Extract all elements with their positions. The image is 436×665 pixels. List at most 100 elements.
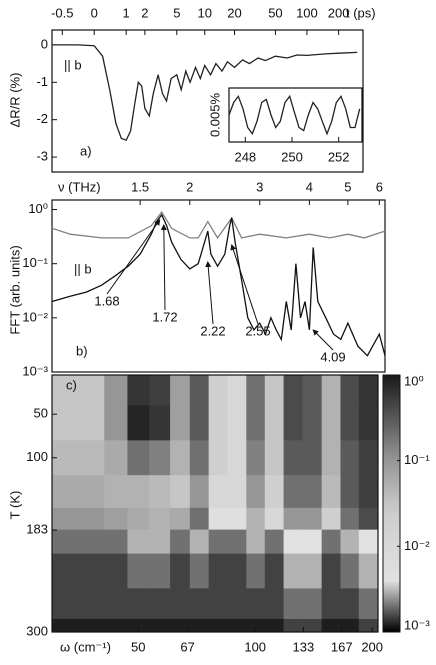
heatmap-cell — [264, 405, 285, 441]
y-tick-label: 10⁻¹ — [22, 255, 48, 270]
heatmap-cell — [149, 507, 171, 531]
annotation-arrow — [106, 219, 161, 295]
heatmap-cell — [77, 507, 105, 531]
y-tick-label: 10⁻³ — [22, 363, 48, 378]
heatmap-cell — [321, 475, 341, 509]
heatmap-cell — [358, 475, 379, 509]
heatmap-cell — [358, 618, 379, 633]
heatmap-cell — [321, 405, 341, 441]
y-tick-label: 50 — [34, 406, 48, 421]
heatmap-cell — [149, 618, 171, 633]
heatmap-cell — [52, 475, 78, 509]
x-tick-label: 1 — [123, 5, 130, 20]
heatmap-cell — [52, 588, 78, 620]
x-tick-label: 4 — [306, 179, 313, 194]
heatmap-cell — [283, 553, 303, 589]
heatmap-cell — [358, 375, 379, 406]
y-axis-label: 0.005% — [207, 93, 222, 138]
heatmap-cell — [321, 507, 341, 531]
heatmap-cell — [170, 405, 191, 441]
annotation-arrow — [230, 244, 259, 325]
heatmap-cell — [340, 507, 360, 531]
x-tick-label: 5 — [344, 179, 351, 194]
heatmap-cell — [127, 618, 150, 633]
x-tick-label: 100 — [244, 639, 266, 654]
heatmap-cell — [149, 588, 171, 620]
heatmap-cell — [208, 475, 228, 509]
heatmap-cell — [283, 440, 303, 476]
heatmap-cell — [104, 405, 128, 441]
x-tick-label: 6 — [376, 179, 383, 194]
heatmap-cell — [127, 507, 150, 531]
heatmap-cell — [264, 529, 285, 555]
heatmap-cell — [302, 405, 323, 441]
heatmap-cell — [52, 529, 78, 555]
heatmap-cell — [264, 588, 285, 620]
heatmap-cell — [302, 375, 323, 406]
heatmap-cell — [77, 529, 105, 555]
x-tick-label: 0 — [91, 5, 98, 20]
heatmap-cell — [246, 588, 266, 620]
heatmap-cell — [283, 507, 303, 531]
heatmap-cell — [170, 475, 191, 509]
heatmap-cell — [77, 475, 105, 509]
heatmap-cell — [340, 618, 360, 633]
heatmap-cell — [358, 588, 379, 620]
heatmap-cell — [227, 588, 247, 620]
data-line — [228, 94, 361, 136]
heatmap-cell — [208, 507, 228, 531]
y-tick-label: 100 — [26, 449, 48, 464]
y-tick-label: 10⁻² — [22, 309, 48, 324]
x-tick-label: 67 — [180, 639, 194, 654]
heatmap-cell — [189, 440, 210, 476]
heatmap-cell — [52, 375, 78, 406]
heatmap-cell — [302, 529, 323, 555]
heatmap-cell — [321, 618, 341, 633]
heatmap-cell — [208, 618, 228, 633]
heatmap-cell — [77, 553, 105, 589]
heatmap-cell — [208, 405, 228, 441]
heatmap-cell — [340, 405, 360, 441]
heatmap-cell — [170, 440, 191, 476]
heatmap-cell — [149, 440, 171, 476]
heatmap-cell — [302, 553, 323, 589]
heatmap-cell — [149, 475, 171, 509]
heatmap-cell — [358, 507, 379, 531]
x-tick-label: 50 — [268, 5, 282, 20]
x-tick-label: 3 — [256, 179, 263, 194]
heatmap-cell — [170, 375, 191, 406]
heatmap-cell — [246, 507, 266, 531]
heatmap-cell — [127, 588, 150, 620]
heatmap-cell — [321, 440, 341, 476]
heatmap-cell — [321, 553, 341, 589]
annotation: 2.55 — [245, 323, 270, 338]
panel-label: c) — [66, 377, 77, 392]
heatmap-cell — [52, 553, 78, 589]
x-tick-label: 50 — [131, 639, 145, 654]
data-line — [52, 44, 358, 142]
heatmap-cell — [302, 588, 323, 620]
x-tick-label: 250 — [281, 149, 303, 164]
heatmap-cell — [264, 475, 285, 509]
annotation: 1.72 — [152, 309, 177, 324]
heatmap-cell — [77, 375, 105, 406]
heatmap-cell — [127, 440, 150, 476]
y-axis-label: ΔR/R (%) — [7, 73, 22, 128]
annotation: 2.22 — [200, 323, 225, 338]
heatmap-cell — [127, 553, 150, 589]
heatmap-cell — [246, 553, 266, 589]
heatmap-cell — [264, 618, 285, 633]
heatmap-cell — [246, 618, 266, 633]
annotation-arrow — [160, 224, 167, 311]
heatmap-cell — [77, 618, 105, 633]
x-tick-label: 2 — [141, 5, 148, 20]
heatmap-cell — [170, 588, 191, 620]
heatmap-cell — [104, 618, 128, 633]
heatmap-cell — [189, 507, 210, 531]
heatmap-cell — [340, 375, 360, 406]
x-tick-label: -0.5 — [51, 5, 73, 20]
colorbar — [382, 374, 401, 633]
heatmap-cell — [189, 588, 210, 620]
heatmap-cell — [127, 405, 150, 441]
y-tick-label: -2 — [36, 111, 48, 126]
